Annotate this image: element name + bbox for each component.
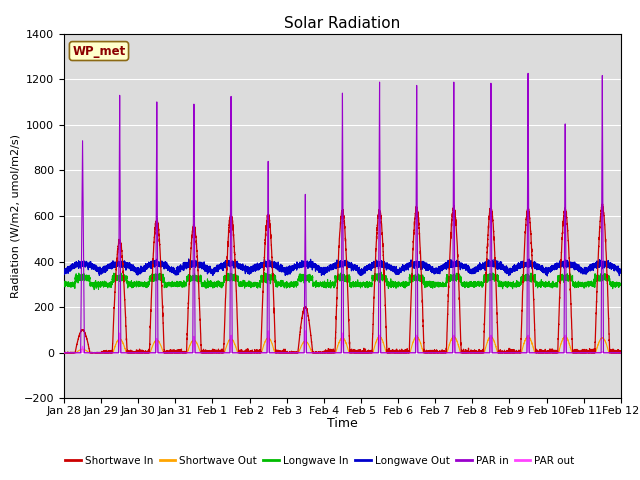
Title: Solar Radiation: Solar Radiation <box>284 16 401 31</box>
Y-axis label: Radiation (W/m2, umol/m2/s): Radiation (W/m2, umol/m2/s) <box>11 134 21 298</box>
Text: WP_met: WP_met <box>72 45 125 58</box>
Legend: Shortwave In, Shortwave Out, Longwave In, Longwave Out, PAR in, PAR out: Shortwave In, Shortwave Out, Longwave In… <box>61 452 579 470</box>
X-axis label: Time: Time <box>327 418 358 431</box>
